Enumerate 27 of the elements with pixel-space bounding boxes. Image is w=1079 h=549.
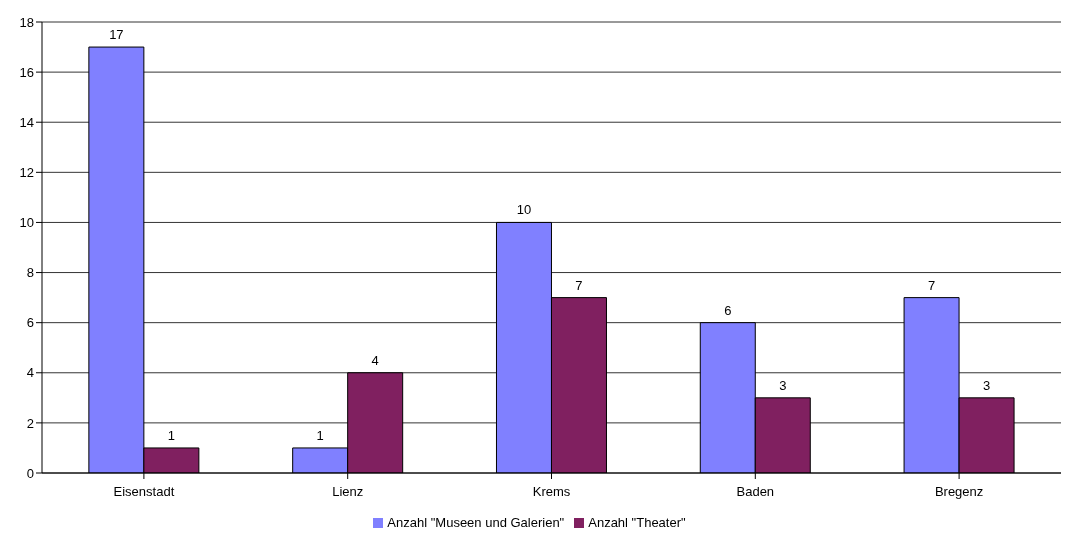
data-label: 1 xyxy=(316,427,324,443)
legend-label: Anzahl "Theater" xyxy=(588,515,686,530)
data-label: 3 xyxy=(779,377,787,393)
y-tick-label: 18 xyxy=(19,14,34,30)
data-label: 10 xyxy=(516,202,532,218)
data-label: 7 xyxy=(927,277,936,293)
data-label: 6 xyxy=(724,302,732,318)
x-tick-label: Lienz xyxy=(332,484,364,500)
x-tick-label: Eisenstadt xyxy=(113,484,175,500)
y-tick-label: 2 xyxy=(26,415,34,431)
y-tick-label: 0 xyxy=(26,465,34,481)
legend-label: Anzahl "Museen und Galerien" xyxy=(387,515,565,530)
data-label: 1 xyxy=(167,427,175,443)
x-tick-label: Bregenz xyxy=(934,484,984,500)
data-label: 17 xyxy=(109,27,124,43)
y-tick-label: 6 xyxy=(26,315,34,331)
data-label: 3 xyxy=(982,377,991,393)
y-tick-label: 10 xyxy=(19,215,34,231)
x-tick-label: Krems xyxy=(532,484,571,500)
y-tick-label: 16 xyxy=(19,64,34,80)
data-label: 4 xyxy=(371,352,379,368)
x-tick-label: Baden xyxy=(736,484,775,500)
y-tick-label: 4 xyxy=(26,365,34,381)
y-tick-label: 8 xyxy=(26,265,34,281)
data-label: 7 xyxy=(575,277,583,293)
y-tick-label: 12 xyxy=(19,164,34,180)
y-tick-label: 14 xyxy=(19,114,34,130)
